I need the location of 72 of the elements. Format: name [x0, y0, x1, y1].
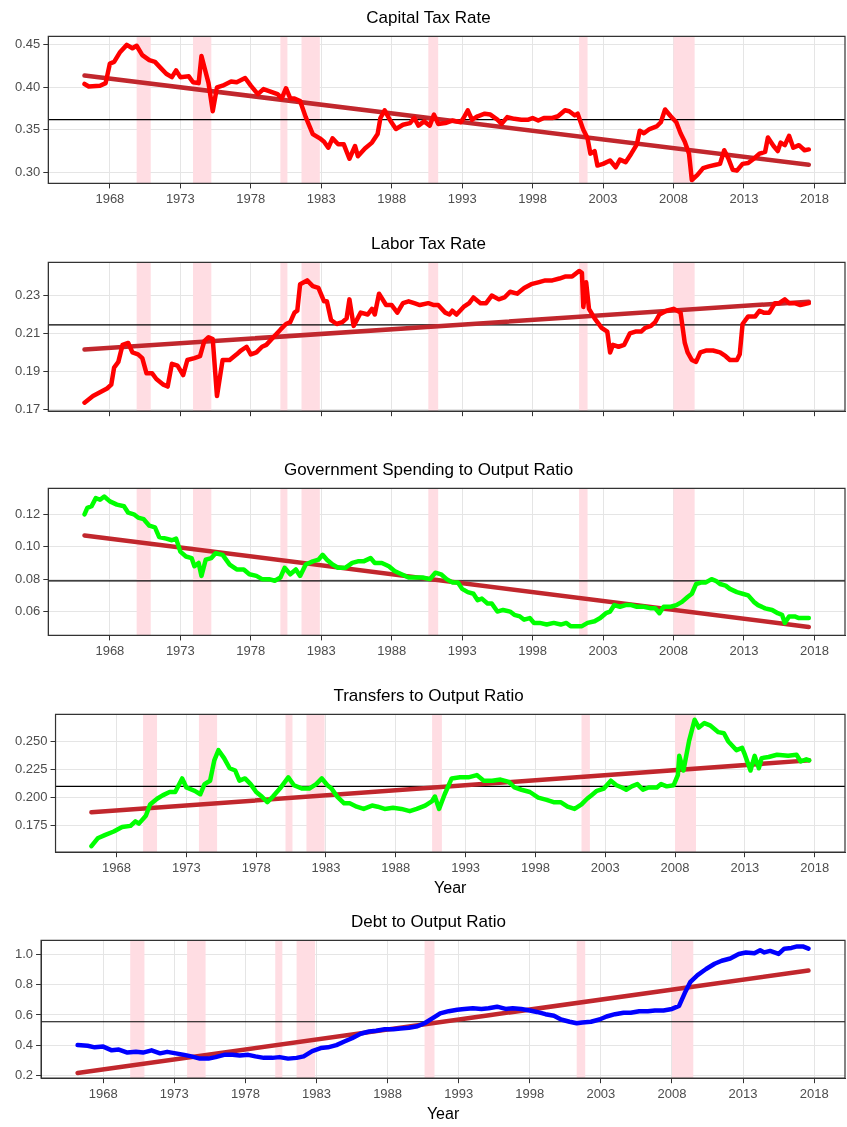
x-tick-label: 2013	[730, 859, 760, 875]
x-tick-label: 1983	[306, 642, 336, 658]
y-tick-label: 0.30	[14, 163, 41, 179]
x-tick-label: 2018	[800, 859, 830, 875]
x-tick-label: 2008	[660, 859, 690, 875]
x-tick-label: 2003	[590, 859, 620, 875]
y-tick-label: 0.225	[14, 760, 48, 776]
x-tick-label: 1993	[447, 190, 477, 206]
x-tick-label: 1973	[165, 642, 195, 658]
x-tick-label: 1988	[381, 859, 411, 875]
x-tick-label: 1988	[377, 642, 407, 658]
x-tick-label: 1998	[518, 642, 548, 658]
chart-title: Capital Tax Rate	[366, 7, 491, 27]
x-tick-label: 1968	[102, 859, 132, 875]
y-tick-label: 0.06	[14, 603, 41, 619]
y-tick-label: 0.45	[14, 36, 41, 52]
chart-title: Debt to Output Ratio	[351, 911, 506, 931]
x-tick-label: 1973	[159, 1085, 189, 1101]
x-tick-label: 1993	[447, 642, 477, 658]
x-axis-title: Year	[434, 878, 468, 896]
x-tick-label: 1998	[520, 859, 550, 875]
x-tick-label: 2008	[659, 190, 688, 206]
x-tick-label: 1973	[171, 859, 201, 875]
chart-title: Government Spending to Output Ratio	[283, 459, 574, 479]
x-tick-label: 1993	[444, 1085, 474, 1101]
x-tick-label: 2013	[728, 1085, 758, 1101]
x-tick-label: 2003	[588, 190, 618, 206]
x-tick-label: 2013	[729, 190, 759, 206]
x-tick-label: 1978	[236, 190, 266, 206]
x-tick-label: 1968	[95, 642, 125, 658]
y-tick-label: 0.200	[14, 789, 48, 805]
x-tick-label: 1973	[165, 190, 195, 206]
x-tick-label: 1983	[306, 190, 336, 206]
x-tick-label: 2003	[586, 1085, 616, 1101]
y-tick-label: 0.6	[14, 1006, 34, 1022]
y-tick-label: 0.175	[14, 817, 48, 833]
y-tick-label: 0.21	[14, 325, 41, 341]
x-tick-label: 1988	[377, 190, 407, 206]
y-tick-label: 0.250	[14, 732, 48, 748]
chart-title: Labor Tax Rate	[371, 233, 486, 253]
y-tick-label: 0.17	[14, 400, 41, 416]
chart-title: Transfers to Output Ratio	[333, 685, 524, 705]
x-tick-label: 2003	[588, 642, 618, 658]
x-tick-label: 2018	[799, 1085, 829, 1101]
x-tick-label: 2013	[729, 642, 759, 658]
y-tick-label: 0.35	[14, 121, 41, 137]
x-tick-label: 1983	[311, 859, 341, 875]
x-tick-label: 1993	[451, 859, 481, 875]
y-tick-label: 0.12	[14, 505, 41, 521]
y-tick-label: 0.4	[14, 1036, 34, 1052]
x-tick-label: 2008	[659, 642, 688, 658]
x-tick-label: 1998	[518, 190, 548, 206]
x-tick-label: 1978	[241, 859, 271, 875]
x-tick-label: 1978	[230, 1085, 260, 1101]
x-tick-label: 1998	[515, 1085, 545, 1101]
x-tick-label: 1988	[373, 1085, 403, 1101]
x-tick-label: 1968	[95, 190, 125, 206]
x-tick-label: 1983	[302, 1085, 331, 1101]
y-tick-label: 0.23	[14, 287, 41, 303]
y-tick-label: 0.8	[14, 976, 34, 992]
x-tick-label: 1978	[236, 642, 266, 658]
x-tick-label: 2008	[657, 1085, 687, 1101]
y-tick-label: 0.10	[14, 538, 41, 554]
y-tick-label: 0.08	[14, 570, 41, 586]
y-tick-label: 0.40	[14, 78, 41, 94]
x-tick-label: 2018	[799, 642, 829, 658]
y-tick-label: 0.2	[14, 1066, 34, 1082]
x-tick-label: 1968	[88, 1085, 118, 1101]
y-tick-label: 1.0	[14, 946, 34, 962]
y-tick-label: 0.19	[14, 362, 41, 378]
x-tick-label: 2018	[799, 190, 829, 206]
x-axis-title: Year	[426, 1104, 460, 1122]
